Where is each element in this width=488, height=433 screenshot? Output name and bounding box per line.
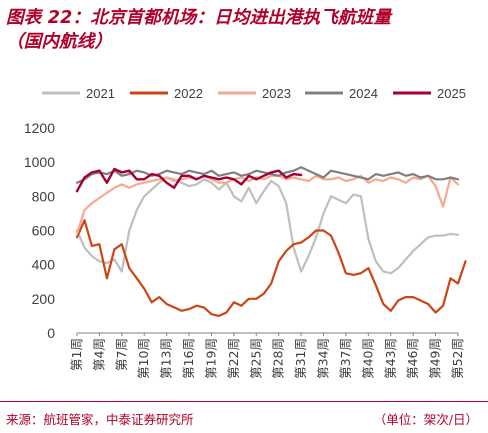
chart-title-line-2: （国内航线） (6, 32, 113, 52)
x-tick-label: 第34周 (316, 338, 331, 379)
source-note: 来源：航班管家，中泰证券研究所 (6, 412, 194, 427)
y-tick-label: 0 (47, 325, 55, 341)
x-tick-label: 第1周 (69, 338, 84, 371)
legend-label-2022: 2022 (174, 86, 203, 101)
legend-label-2023: 2023 (262, 86, 291, 101)
x-tick-label: 第13周 (159, 338, 174, 379)
legend-label-2025: 2025 (437, 86, 466, 101)
x-tick-label: 第25周 (248, 338, 263, 379)
x-tick-label: 第28周 (271, 338, 286, 379)
series-line-2021 (75, 176, 460, 275)
y-tick-label: 400 (32, 257, 56, 273)
x-tick-label: 第19周 (203, 338, 218, 379)
chart-legend: 2021 2022 2023 2024 2025 (42, 86, 466, 101)
x-tick-label: 第31周 (293, 338, 308, 379)
x-tick-label: 第52周 (450, 338, 465, 379)
x-tick-label: 第49周 (428, 338, 443, 379)
legend-label-2021: 2021 (86, 86, 115, 101)
y-tick-label: 1200 (24, 120, 55, 136)
unit-note: （单位：架次/日） (373, 412, 478, 427)
x-tick-label: 第10周 (136, 338, 151, 379)
legend-label-2024: 2024 (349, 86, 378, 101)
y-tick-label: 200 (32, 291, 56, 307)
x-tick-label: 第46周 (405, 338, 420, 379)
series-line-2023 (75, 174, 460, 235)
x-tick-label: 第4周 (91, 338, 106, 371)
x-axis: 第1周 第4周 第7周 第10周 第13周 第16周 第19周 第22周 第25周 第28周 第31… (69, 332, 465, 379)
y-axis: 0 200 400 600 800 1000 1200 (24, 120, 55, 341)
series-line-2022 (75, 219, 467, 317)
y-tick-label: 800 (32, 188, 56, 204)
y-tick-label: 1000 (24, 154, 55, 170)
chart-series-group (75, 166, 467, 317)
chart-title: 图表 22：北京首都机场：日均进出港执飞航班量 （国内航线） (6, 6, 482, 54)
x-tick-label: 第40周 (360, 338, 375, 379)
series-line-2025 (75, 167, 303, 193)
x-tick-label: 第43周 (383, 338, 398, 379)
x-tick-label: 第22周 (226, 338, 241, 379)
x-tick-label: 第16周 (181, 338, 196, 379)
footer-divider (0, 401, 488, 402)
x-tick-label: 第37周 (338, 338, 353, 379)
x-tick-label: 第7周 (114, 338, 129, 371)
chart-title-line-1: 图表 22：北京首都机场：日均进出港执飞航班量 (6, 8, 392, 28)
y-tick-label: 600 (32, 223, 56, 239)
